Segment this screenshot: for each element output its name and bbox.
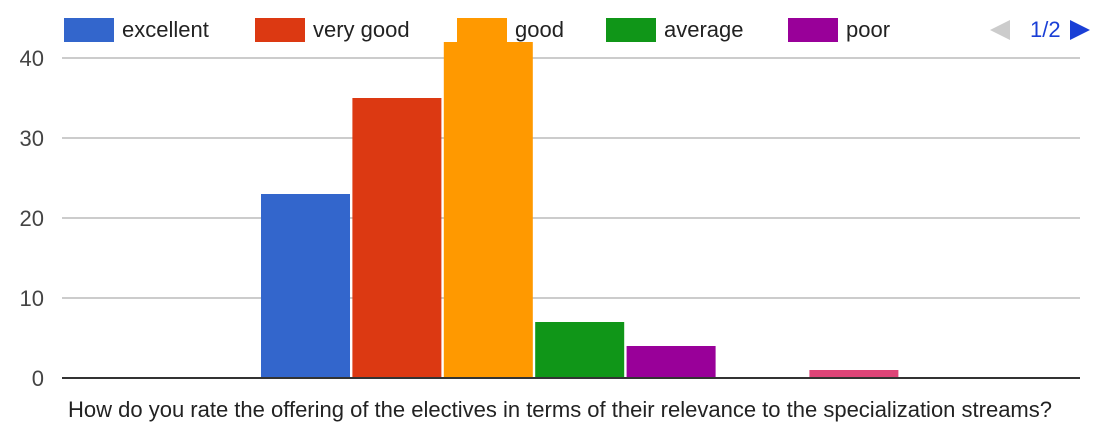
bar-very-good[interactable] [352, 98, 442, 378]
bar-series-7[interactable] [809, 370, 899, 378]
gridlines [62, 57, 1080, 299]
bar-good[interactable] [443, 42, 533, 378]
pager-next-arrow-icon[interactable] [1070, 20, 1090, 40]
legend-label: very good [313, 17, 410, 42]
y-tick-label: 0 [32, 366, 44, 391]
pager-prev-arrow-icon[interactable] [990, 20, 1010, 40]
legend-swatch [64, 18, 114, 42]
x-axis-label: How do you rate the offering of the elec… [68, 397, 1052, 422]
bar-average[interactable] [535, 322, 625, 378]
pager-page-indicator: 1/2 [1030, 17, 1061, 42]
legend-swatch [255, 18, 305, 42]
legend: excellent very good good average poor [0, 14, 1096, 46]
bar-poor[interactable] [626, 346, 716, 378]
legend-label: good [515, 17, 564, 42]
y-tick-label: 10 [20, 286, 44, 311]
legend-swatch [457, 18, 507, 42]
legend-swatch [606, 18, 656, 42]
bars [261, 42, 899, 378]
legend-label: average [664, 17, 744, 42]
legend-pager: 1/2 [990, 16, 1096, 44]
legend-label: poor [846, 17, 891, 42]
bar-excellent[interactable] [261, 194, 350, 378]
y-tick-label: 30 [20, 126, 44, 151]
axes: 0 10 20 30 40 [20, 46, 1080, 391]
legend-label: excellent [122, 17, 209, 42]
y-tick-label: 20 [20, 206, 44, 231]
legend-swatch [788, 18, 838, 42]
y-tick-label: 40 [20, 46, 44, 71]
